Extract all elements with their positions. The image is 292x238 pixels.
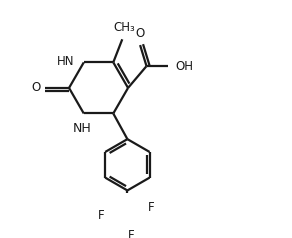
Text: F: F xyxy=(128,229,135,238)
Text: O: O xyxy=(31,81,40,94)
Text: F: F xyxy=(98,209,105,222)
Text: OH: OH xyxy=(175,60,194,73)
Text: F: F xyxy=(148,201,154,214)
Text: CH₃: CH₃ xyxy=(114,21,135,34)
Text: HN: HN xyxy=(57,55,74,68)
Text: NH: NH xyxy=(73,122,92,135)
Text: O: O xyxy=(135,27,145,40)
